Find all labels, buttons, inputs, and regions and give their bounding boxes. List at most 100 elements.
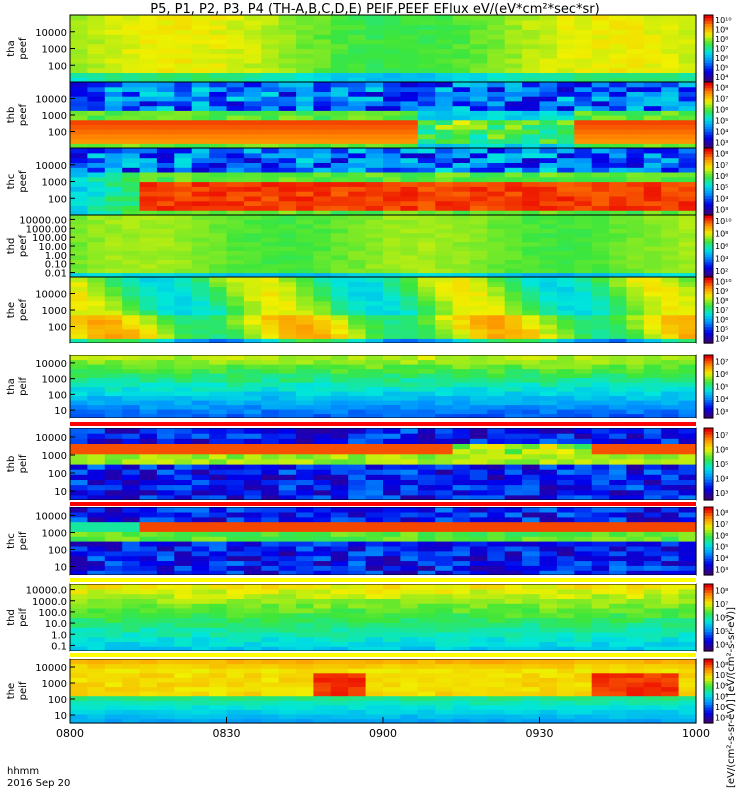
heatmap-cell (556, 531, 575, 537)
heatmap-cell (643, 295, 662, 302)
heatmap-cell (209, 404, 228, 410)
heatmap-cell (504, 560, 523, 566)
heatmap-cell (87, 545, 106, 552)
heatmap-cell (469, 129, 488, 135)
heatmap-cell (469, 545, 488, 552)
heatmap-cell (400, 433, 419, 439)
heatmap-cell (383, 200, 401, 206)
heatmap-cell (591, 507, 610, 513)
heatmap-cell (417, 443, 436, 450)
heatmap-cell (504, 438, 523, 444)
heatmap-cell (661, 584, 680, 590)
heatmap-cell (365, 291, 384, 297)
heatmap-cell (278, 646, 297, 652)
colorbar-cell (704, 323, 713, 328)
heatmap-cell (313, 641, 332, 647)
heatmap-cell (609, 152, 628, 159)
colorbar-cell (704, 243, 713, 247)
heatmap-cell (243, 511, 262, 518)
heatmap-cell (122, 19, 141, 26)
heatmap-cell (348, 67, 367, 73)
heatmap-cell (243, 129, 262, 135)
heatmap-cell (452, 228, 471, 234)
heatmap-cell (678, 646, 697, 652)
heatmap-cell (174, 246, 193, 251)
heatmap-cell (104, 124, 123, 130)
heatmap-cell (261, 305, 280, 311)
heatmap-cell (556, 646, 575, 652)
colorbar-cell (704, 357, 713, 361)
heatmap-cell (469, 100, 488, 107)
heatmap-cell (278, 300, 297, 306)
heatmap-cell (539, 314, 558, 320)
heatmap-cell (174, 195, 193, 202)
heatmap-cell (591, 333, 610, 339)
heatmap-cell (504, 215, 523, 220)
heatmap-cell (87, 237, 106, 243)
heatmap-cell (122, 259, 141, 265)
heatmap-cell (313, 119, 332, 125)
heatmap-cell (417, 105, 436, 111)
heatmap-cell (104, 560, 123, 566)
heatmap-cell (104, 19, 123, 26)
heatmap-cell (661, 291, 680, 297)
heatmap-cell (661, 565, 680, 571)
heatmap-cell (400, 300, 419, 306)
heatmap-cell (348, 404, 367, 410)
heatmap-cell (574, 24, 593, 30)
heatmap-cell (452, 152, 471, 159)
heatmap-cell (87, 464, 106, 470)
colorbar-cell (704, 407, 713, 411)
heatmap-cell (156, 205, 175, 211)
heatmap-cell (104, 157, 123, 163)
heatmap-cell (469, 110, 488, 116)
heatmap-cell (678, 474, 697, 480)
heatmap-cell (452, 300, 471, 306)
heatmap-cell (522, 526, 541, 532)
heatmap-cell (296, 205, 315, 211)
heatmap-cell (678, 428, 697, 434)
heatmap-cell (591, 627, 610, 633)
heatmap-cell (661, 364, 680, 370)
heatmap-cell (226, 386, 245, 392)
heatmap-cell (400, 516, 419, 523)
heatmap-cell (400, 34, 419, 40)
heatmap-cell (330, 314, 349, 320)
heatmap-cell (365, 19, 384, 26)
heatmap-cell (417, 359, 436, 365)
heatmap-cell (174, 622, 193, 628)
heatmap-cell (174, 237, 193, 243)
heatmap-cell (487, 268, 506, 274)
heatmap-cell (504, 295, 523, 302)
heatmap-cell (661, 438, 680, 444)
heatmap-cell (87, 286, 106, 292)
heatmap-cell (591, 24, 610, 30)
heatmap-cell (139, 641, 158, 647)
colorbar-tick-label: 10⁶ (715, 54, 728, 63)
heatmap-cell (70, 663, 88, 669)
colorbar-cell (704, 482, 713, 486)
heatmap-cell (678, 286, 697, 292)
heatmap-cell (261, 479, 280, 486)
heatmap-cell (643, 570, 662, 576)
heatmap-cell (87, 86, 106, 92)
heatmap-cell (609, 219, 628, 225)
heatmap-cell (469, 516, 488, 523)
heatmap-cell (122, 62, 141, 69)
heatmap-cell (609, 157, 628, 163)
heatmap-cell (556, 593, 575, 599)
colorbar-cell (704, 563, 713, 568)
heatmap-cell (70, 110, 88, 116)
colorbar-cell (704, 142, 713, 146)
heatmap-cell (400, 43, 419, 50)
heatmap-cell (452, 464, 471, 470)
heatmap-cell (539, 167, 558, 173)
heatmap-cell (556, 453, 575, 460)
heatmap-cell (504, 72, 523, 78)
heatmap-cell (487, 507, 506, 513)
heatmap-cell (609, 474, 628, 480)
heatmap-cell (365, 593, 384, 599)
heatmap-cell (139, 400, 158, 406)
colorbar-cell (704, 449, 713, 453)
heatmap-cell (435, 555, 454, 562)
